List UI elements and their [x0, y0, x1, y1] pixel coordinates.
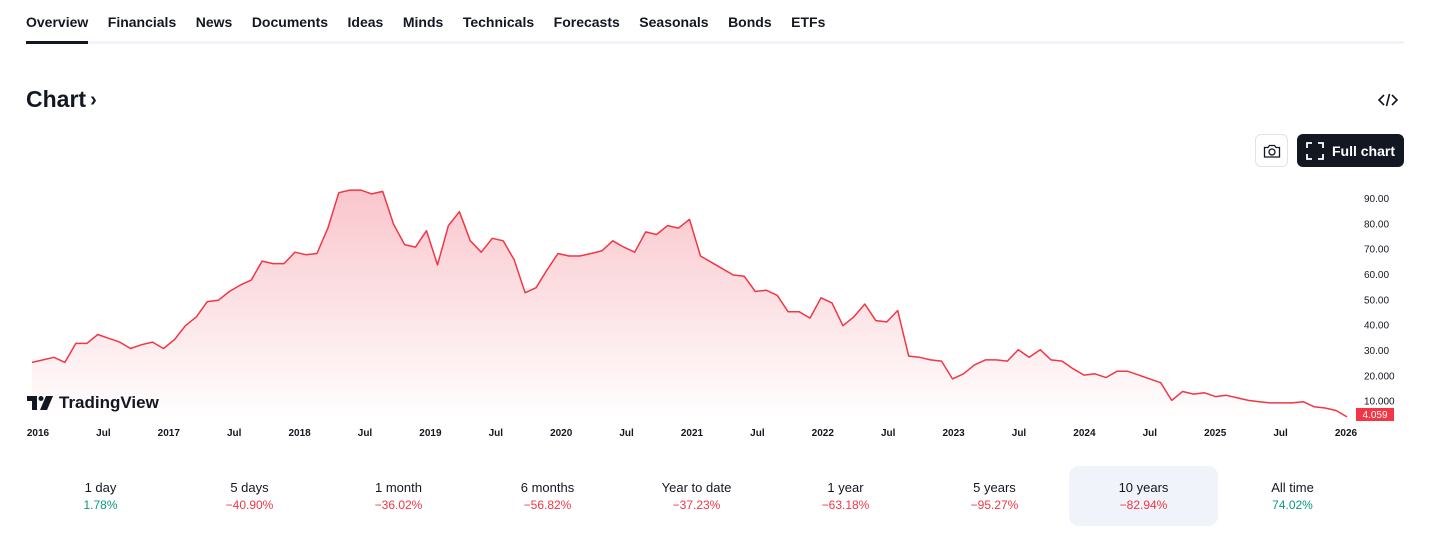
period-change-value: −95.27%	[970, 498, 1019, 512]
full-chart-label: Full chart	[1331, 142, 1395, 159]
period-5-days[interactable]: 5 days −40.90%	[175, 466, 324, 526]
x-tick-label: Jul	[227, 428, 242, 439]
period-label: 6 months	[520, 480, 575, 495]
x-tick-label: Jul	[1273, 428, 1288, 439]
tab-overview[interactable]: Overview	[26, 0, 89, 44]
tab-forecasts[interactable]: Forecasts	[553, 14, 620, 30]
period-label: 10 years	[1118, 480, 1169, 495]
period-label: 1 day	[84, 480, 117, 495]
period-label: 1 month	[375, 480, 422, 495]
period-change-value: −82.94%	[1119, 498, 1168, 512]
price-chart[interactable]: 90.00 80.00 70.00 60.00 50.00 40.00 30.00 20.00…	[0, 180, 1410, 440]
x-tick-label: Jul	[358, 428, 373, 439]
period-change-value: −37.23%	[672, 498, 721, 512]
y-tick-label: 60.00	[1364, 270, 1389, 281]
tab-technicals[interactable]: Technicals	[462, 14, 535, 30]
y-tick-label: 30.00	[1364, 346, 1389, 357]
period-6-months[interactable]: 6 months −56.82%	[473, 466, 622, 526]
x-tick-label: 2016	[27, 428, 50, 439]
embed-code-button[interactable]	[1376, 90, 1400, 110]
period-5-years[interactable]: 5 years −95.27%	[920, 466, 1069, 526]
y-tick-label: 50.00	[1364, 295, 1389, 306]
period-1-year[interactable]: 1 year −63.18%	[771, 466, 920, 526]
tradingview-logo[interactable]: TradingView	[27, 393, 159, 413]
period-all-time[interactable]: All time 74.02%	[1218, 466, 1367, 526]
period-label: All time	[1271, 480, 1314, 495]
y-tick-label: 70.00	[1364, 245, 1389, 256]
x-tick-label: 2021	[681, 428, 704, 439]
period-label: Year to date	[661, 480, 732, 495]
fullscreen-icon	[1306, 141, 1324, 160]
tradingview-logo-icon	[27, 396, 53, 410]
tab-bonds[interactable]: Bonds	[728, 14, 772, 30]
price-line	[31, 189, 1348, 418]
performance-periods: 1 day 1.78% 5 days −40.90% 1 month −36.02% 6 m…	[26, 466, 1404, 526]
chevron-right-icon: ›	[90, 89, 97, 111]
period-10-years[interactable]: 10 years −82.94%	[1069, 466, 1218, 526]
tab-minds[interactable]: Minds	[402, 14, 444, 30]
x-tick-label: Jul	[881, 428, 896, 439]
tab-list: Overview Financials News Documents Ideas Mind…	[26, 0, 1404, 44]
tab-documents[interactable]: Documents	[251, 14, 329, 30]
full-chart-button[interactable]: Full chart	[1297, 134, 1404, 167]
x-tick-label: 2020	[550, 428, 573, 439]
chart-title-text: Chart	[26, 86, 87, 112]
price-area	[32, 190, 1347, 420]
y-tick-label: 10.000	[1364, 397, 1395, 408]
period-label: 5 days	[230, 480, 269, 495]
x-tick-label: Jul	[1143, 428, 1158, 439]
last-price-tag: 4.059	[1356, 408, 1394, 421]
y-tick-label: 90.00	[1364, 194, 1389, 205]
period-1-month[interactable]: 1 month −36.02%	[324, 466, 473, 526]
period-label: 1 year	[827, 480, 864, 495]
last-price-badge	[1356, 408, 1394, 421]
camera-icon	[1263, 144, 1280, 158]
tab-news[interactable]: News	[195, 14, 233, 30]
chart-section-title[interactable]: Chart ›	[26, 86, 97, 113]
y-tick-label: 40.00	[1364, 321, 1389, 332]
x-tick-label: 2017	[158, 428, 181, 439]
tradingview-logo-text: TradingView	[59, 393, 159, 412]
x-tick-label: 2023	[942, 428, 965, 439]
code-icon	[1377, 93, 1399, 107]
symbol-tabs: Overview Financials News Documents Ideas Mind…	[26, 0, 1404, 44]
tab-financials[interactable]: Financials	[107, 14, 177, 30]
x-tick-label: Jul	[1012, 428, 1027, 439]
x-tick-label: Jul	[96, 428, 111, 439]
y-tick-label: 20.000	[1364, 371, 1395, 382]
period-change-value: −36.02%	[374, 498, 423, 512]
period-label: 5 years	[973, 480, 1016, 495]
x-tick-label: 2022	[812, 428, 835, 439]
period-change-value: 74.02%	[1272, 498, 1313, 512]
tab-ideas[interactable]: Ideas	[347, 14, 384, 30]
x-tick-label: 2025	[1204, 428, 1227, 439]
x-tick-label: 2018	[288, 428, 311, 439]
snapshot-button[interactable]	[1255, 134, 1288, 167]
x-tick-label: Jul	[750, 428, 765, 439]
tab-seasonals[interactable]: Seasonals	[639, 14, 709, 30]
period-year-to-date[interactable]: Year to date −37.23%	[622, 466, 771, 526]
period-1-day[interactable]: 1 day 1.78%	[26, 466, 175, 526]
x-axis: 2016 Jul 2017 Jul 2018 Jul 2019 Jul 2020 Jul 2021 J…	[27, 428, 1358, 439]
period-change-value: −56.82%	[523, 498, 572, 512]
x-tick-label: 2024	[1073, 428, 1096, 439]
y-tick-label: 80.00	[1364, 219, 1389, 230]
period-change-value: −40.90%	[225, 498, 274, 512]
period-change-value: 1.78%	[83, 498, 118, 512]
x-tick-label: Jul	[619, 428, 634, 439]
x-tick-label: 2019	[419, 428, 442, 439]
tab-etfs[interactable]: ETFs	[791, 14, 826, 30]
period-change-value: −63.18%	[821, 498, 870, 512]
last-price-label: 4.059	[1362, 410, 1387, 421]
x-tick-label: 2026	[1335, 428, 1358, 439]
x-tick-label: Jul	[489, 428, 504, 439]
y-axis: 90.00 80.00 70.00 60.00 50.00 40.00 30.00 20.00…	[1364, 194, 1395, 408]
